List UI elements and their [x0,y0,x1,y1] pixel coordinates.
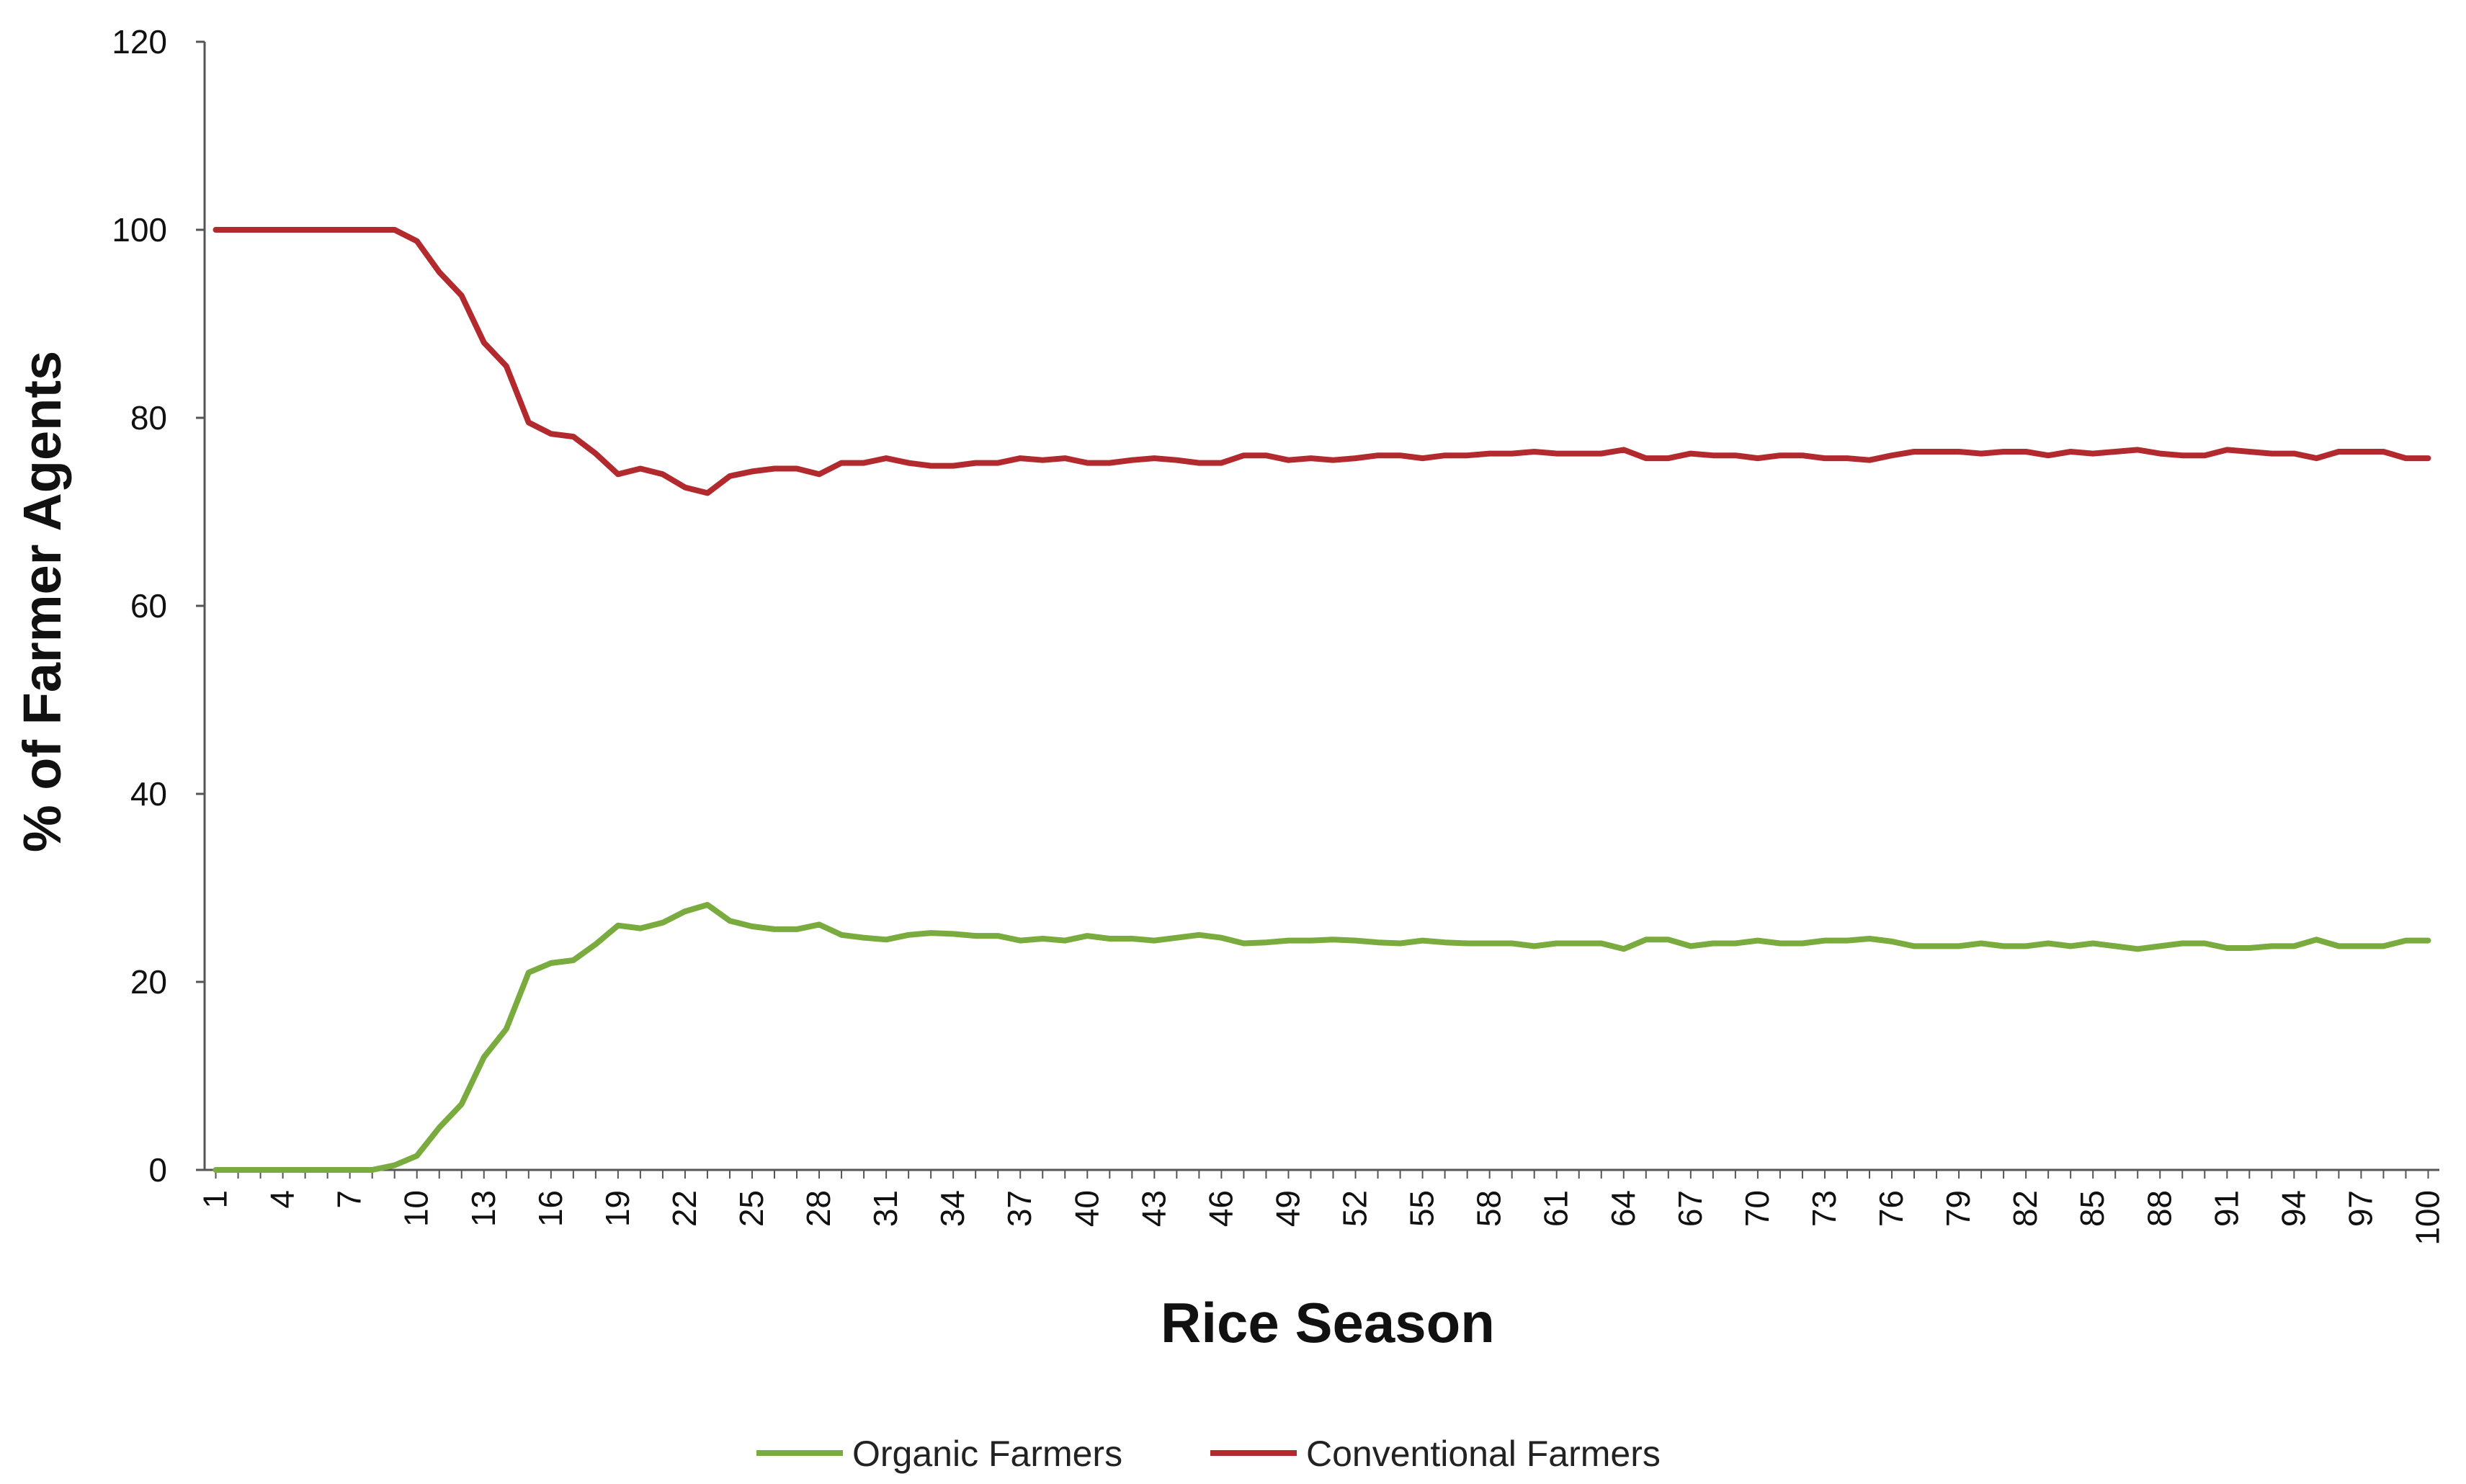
y-tick-label: 60 [130,587,167,625]
x-tick-label: 7 [331,1190,368,1209]
x-tick-label: 49 [1269,1190,1306,1227]
x-tick-label: 100 [2408,1190,2446,1246]
x-tick-label: 25 [733,1190,770,1227]
x-tick-label: 79 [1939,1190,1977,1227]
y-axis-title: % of Farmer Agents [12,351,72,852]
x-tick-label: 43 [1135,1190,1172,1227]
plot-area: 0 20 40 60 80 100 120 1 4 7 10 13 16 19 22 25 28 31 34 37 4… [112,23,2446,1246]
x-tick-label: 10 [398,1190,435,1227]
x-tick-label: 58 [1470,1190,1508,1227]
x-tick-label: 55 [1403,1190,1441,1227]
y-tick-label: 120 [112,23,167,61]
x-tick-label: 46 [1202,1190,1239,1227]
x-axis-ticks: 1 4 7 10 13 16 19 22 25 28 31 34 37 40 43 46 49 52 55 58 61 6… [197,1170,2446,1246]
x-tick-label: 13 [465,1190,502,1227]
y-tick-label: 40 [130,775,167,813]
x-tick-label: 28 [800,1190,837,1227]
x-tick-label: 4 [264,1190,301,1209]
x-tick-label: 91 [2207,1190,2245,1227]
x-tick-label: 34 [934,1190,971,1227]
x-tick-label: 67 [1671,1190,1709,1227]
y-tick-label: 20 [130,963,167,1001]
x-tick-label: 70 [1738,1190,1776,1227]
y-axis-ticks: 0 20 40 60 80 100 120 [112,23,205,1189]
x-tick-label: 76 [1872,1190,1910,1227]
x-tick-label: 1 [197,1190,234,1209]
series-line-conventional [213,227,2431,496]
x-tick-label: 52 [1336,1190,1374,1227]
x-tick-label: 19 [599,1190,636,1227]
x-tick-label: 94 [2274,1190,2312,1227]
y-tick-label: 80 [130,399,167,437]
legend-label-organic: Organic Farmers [852,1434,1122,1474]
x-tick-label: 64 [1604,1190,1642,1227]
series-lines [213,227,2431,1173]
x-tick-label: 85 [2073,1190,2111,1227]
x-tick-label: 61 [1537,1190,1575,1227]
x-tick-label: 16 [532,1190,569,1227]
y-tick-label: 100 [112,211,167,249]
x-tick-label: 82 [2006,1190,2044,1227]
legend: Organic Farmers Conventional Farmers [756,1434,1661,1474]
x-tick-label: 88 [2140,1190,2178,1227]
x-tick-label: 73 [1805,1190,1843,1227]
x-tick-label: 31 [867,1190,904,1227]
series-line-organic [213,902,2431,1173]
x-tick-label: 22 [666,1190,703,1227]
x-tick-label: 40 [1068,1190,1105,1227]
x-axis-title: Rice Season [1161,1291,1495,1354]
legend-label-conventional: Conventional Farmers [1306,1434,1661,1474]
x-tick-label: 37 [1001,1190,1038,1227]
y-tick-label: 0 [148,1151,167,1189]
x-tick-label: 97 [2341,1190,2379,1227]
